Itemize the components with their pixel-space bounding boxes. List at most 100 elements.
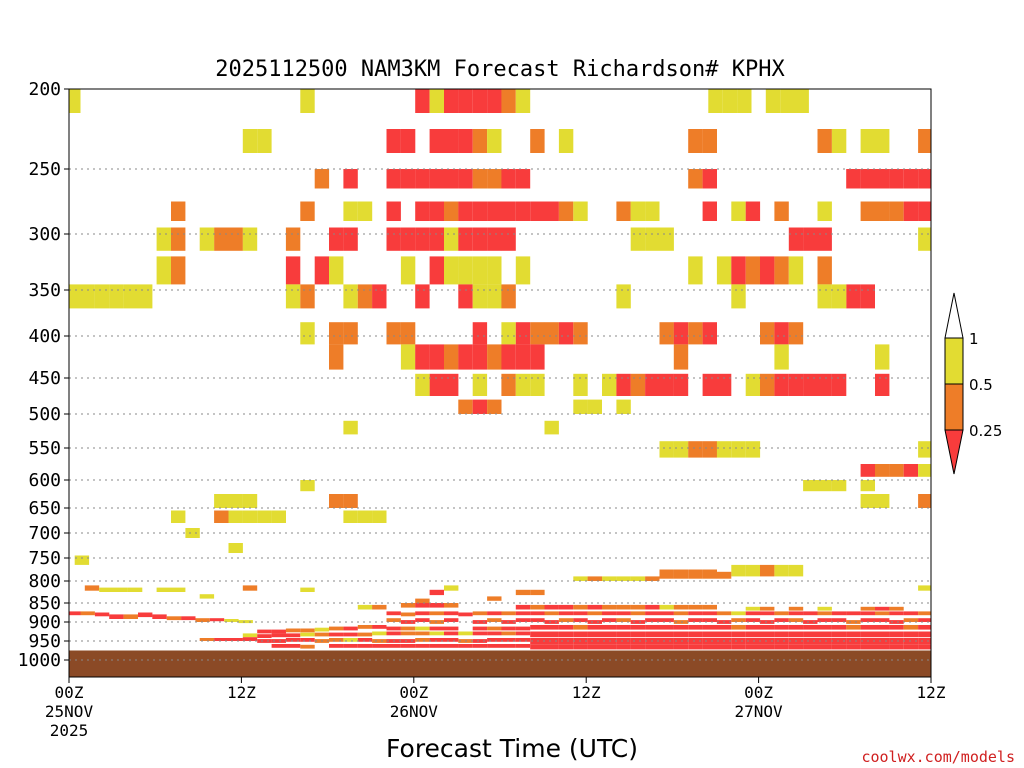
richardson-cell (257, 639, 272, 643)
richardson-cell (688, 625, 703, 630)
richardson-cell (199, 227, 215, 251)
richardson-cell (214, 510, 229, 523)
richardson-cell (760, 322, 775, 345)
richardson-cell (530, 201, 545, 221)
richardson-cell (544, 625, 559, 630)
richardson-cell (400, 169, 416, 189)
richardson-cell (702, 373, 717, 396)
x-tick-label: 00Z (55, 683, 84, 702)
richardson-cell (673, 625, 689, 630)
richardson-cell (716, 373, 732, 396)
richardson-cell (429, 344, 444, 370)
richardson-cell (731, 618, 746, 622)
richardson-cell (659, 569, 674, 579)
richardson-cell (357, 201, 373, 221)
richardson-cell (544, 420, 559, 435)
richardson-cell (515, 644, 531, 648)
richardson-cell (314, 627, 330, 632)
richardson-cell (716, 441, 732, 458)
richardson-cell (458, 612, 473, 617)
richardson-cell (794, 89, 809, 113)
richardson-cell (817, 644, 832, 650)
richardson-cell (918, 129, 931, 153)
richardson-cell (171, 201, 186, 221)
richardson-cell (831, 284, 847, 309)
richardson-cell (760, 564, 775, 577)
richardson-cell (214, 638, 229, 641)
richardson-cell (487, 284, 502, 309)
richardson-cell (343, 420, 358, 435)
richardson-cell (688, 631, 703, 638)
richardson-cell (573, 604, 588, 610)
richardson-cell (515, 169, 531, 189)
richardson-cell (343, 638, 358, 642)
richardson-cell (903, 631, 919, 638)
richardson-cell (285, 628, 301, 633)
richardson-cell (875, 464, 890, 477)
richardson-cell (300, 638, 315, 642)
richardson-cell (156, 587, 171, 592)
richardson-cell (69, 284, 81, 309)
richardson-cell (501, 626, 516, 631)
richardson-cell (400, 344, 416, 370)
richardson-cell (257, 629, 272, 634)
richardson-cell (688, 441, 703, 458)
richardson-cell (817, 611, 832, 616)
richardson-cell (903, 201, 919, 221)
richardson-cell (242, 633, 258, 638)
richardson-cell (745, 441, 761, 458)
richardson-cell (860, 606, 875, 611)
richardson-cell (444, 603, 459, 608)
richardson-cell (760, 256, 775, 285)
x-tick-label: 2025 (50, 721, 89, 740)
richardson-cell (257, 129, 272, 153)
richardson-cell (458, 644, 473, 648)
richardson-cell (616, 576, 631, 581)
x-tick-label: 12Z (917, 683, 946, 702)
richardson-cell (688, 638, 703, 645)
richardson-cell (357, 510, 373, 523)
richardson-cell (616, 631, 631, 638)
richardson-cell (659, 625, 674, 630)
richardson-cell (228, 510, 243, 523)
richardson-cell (515, 344, 531, 370)
richardson-cell (472, 644, 488, 648)
richardson-cell (285, 633, 301, 638)
richardson-cell (386, 129, 401, 153)
richardson-cell (501, 644, 516, 648)
richardson-cell (630, 201, 646, 221)
richardson-cell (630, 604, 646, 610)
richardson-cell (444, 227, 459, 251)
richardson-cell (444, 611, 459, 616)
richardson-cell (788, 373, 804, 396)
richardson-cell (918, 169, 931, 189)
richardson-cell (774, 256, 789, 285)
x-tick-label: 27NOV (735, 702, 784, 721)
richardson-cell (515, 373, 531, 396)
richardson-cell (69, 611, 81, 616)
richardson-cell (372, 625, 387, 629)
richardson-cell (472, 399, 488, 414)
richardson-cell (429, 201, 444, 221)
richardson-cell (429, 89, 444, 113)
richardson-cell (515, 611, 531, 616)
richardson-cell (242, 637, 258, 641)
richardson-cell (745, 631, 761, 638)
richardson-cell (716, 625, 732, 630)
richardson-cell (530, 322, 545, 345)
richardson-cell (716, 631, 732, 638)
richardson-cell (774, 344, 789, 370)
richardson-cell (429, 638, 444, 642)
richardson-cell (860, 611, 875, 616)
richardson-cell (458, 631, 473, 636)
richardson-cell (731, 631, 746, 638)
richardson-cell (903, 625, 919, 630)
richardson-cell (722, 89, 738, 113)
richardson-cell (501, 169, 516, 189)
richardson-cell (458, 256, 473, 285)
richardson-cell (760, 373, 775, 396)
richardson-cell (817, 625, 832, 630)
richardson-cell (659, 644, 674, 650)
richardson-cell (285, 284, 301, 309)
richardson-cell (788, 227, 804, 251)
